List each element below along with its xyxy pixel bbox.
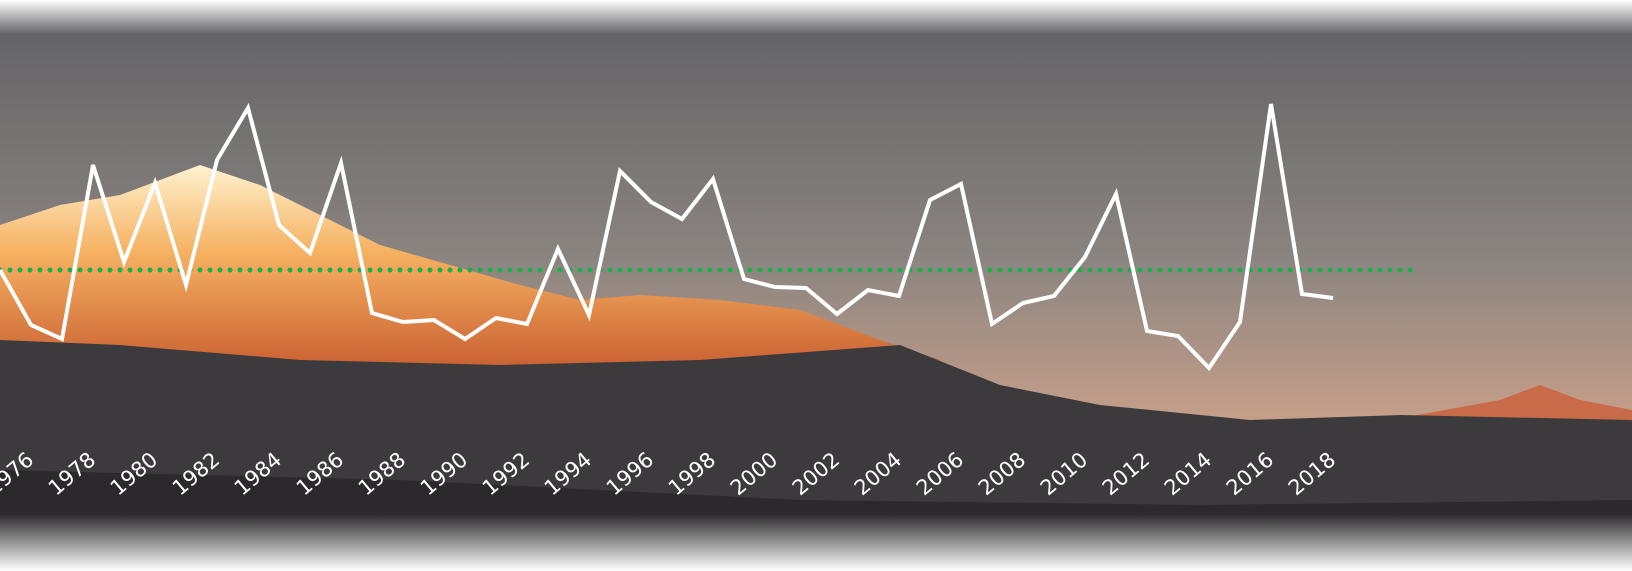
data-line [0,102,1334,372]
